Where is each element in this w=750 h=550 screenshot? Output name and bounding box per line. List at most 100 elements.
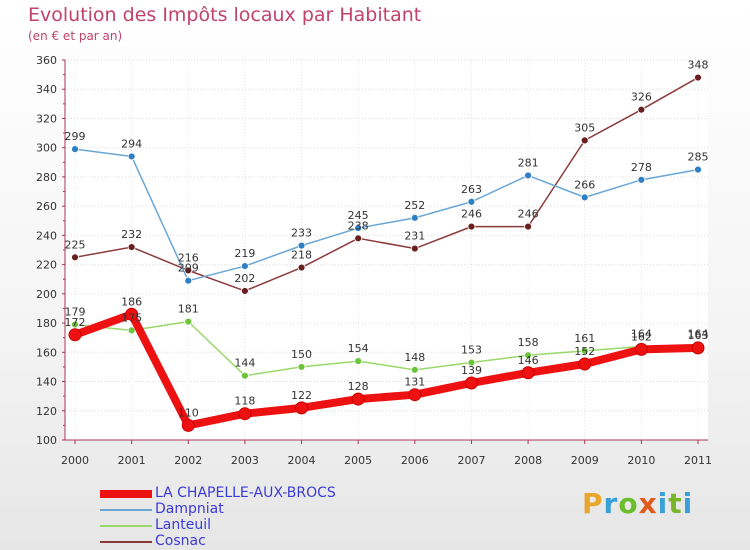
legend-label: Dampniat — [155, 501, 224, 517]
data-point — [181, 418, 195, 432]
data-point — [578, 357, 592, 371]
data-label: 246 — [518, 208, 539, 221]
data-point — [125, 307, 139, 321]
data-label: 148 — [404, 351, 425, 364]
data-point — [354, 357, 363, 365]
brand-letter: o — [618, 487, 639, 520]
data-point — [524, 222, 532, 231]
data-label: 146 — [518, 354, 539, 367]
y-tick-label: 320 — [36, 112, 57, 125]
data-label: 348 — [688, 59, 709, 72]
data-label: 246 — [461, 208, 482, 221]
data-label: 326 — [631, 91, 652, 104]
chart-subtitle: (en € et par an) — [28, 29, 123, 43]
data-label: 238 — [348, 219, 369, 232]
data-label: 202 — [234, 272, 255, 285]
brand-logo: Proxiti — [582, 487, 693, 520]
data-label: 162 — [631, 330, 652, 343]
data-point — [184, 276, 193, 285]
data-point — [127, 152, 136, 161]
data-label: 299 — [65, 130, 86, 143]
data-point — [295, 401, 309, 415]
data-point — [410, 365, 419, 374]
data-label: 281 — [518, 156, 539, 169]
data-label: 172 — [65, 316, 86, 329]
x-tick-label: 2011 — [684, 454, 712, 467]
data-point — [580, 136, 589, 145]
data-label: 144 — [234, 357, 255, 370]
y-tick-label: 340 — [36, 83, 57, 96]
data-point — [637, 175, 646, 184]
legend-label: Lanteuil — [155, 517, 212, 533]
data-point — [184, 317, 193, 326]
data-point — [410, 244, 419, 253]
data-label: 158 — [518, 336, 539, 349]
data-point — [71, 320, 79, 329]
data-point — [521, 366, 535, 380]
brand-letter: x — [638, 487, 658, 520]
data-label: 153 — [461, 344, 482, 357]
data-label: 164 — [631, 327, 652, 340]
data-point — [354, 224, 363, 232]
y-tick-label: 200 — [36, 288, 57, 301]
data-label: 152 — [574, 345, 595, 358]
data-point — [524, 351, 532, 360]
data-label: 181 — [178, 303, 199, 316]
data-point — [524, 171, 532, 180]
data-point — [580, 346, 589, 355]
data-point — [241, 287, 249, 295]
plot-area — [65, 60, 708, 440]
data-label: 233 — [291, 227, 312, 240]
data-label: 131 — [404, 376, 425, 389]
data-point — [467, 358, 476, 367]
data-point — [694, 73, 702, 82]
data-label: 122 — [291, 389, 312, 402]
data-label: 266 — [574, 178, 595, 191]
data-point — [634, 342, 648, 356]
legend-swatch — [100, 541, 152, 543]
x-tick-label: 2008 — [514, 454, 542, 467]
data-point — [694, 165, 702, 174]
y-tick-label: 180 — [36, 317, 57, 330]
brand-letter: r — [603, 487, 619, 520]
data-label: 139 — [461, 364, 482, 377]
x-tick-label: 2003 — [231, 454, 259, 467]
x-tick-label: 2009 — [571, 454, 599, 467]
y-tick-label: 360 — [36, 54, 57, 67]
data-label: 175 — [121, 311, 142, 324]
y-tick-label: 220 — [36, 259, 57, 272]
data-point — [127, 243, 136, 251]
data-label: 163 — [688, 329, 709, 342]
data-point — [464, 376, 478, 390]
y-tick-label: 120 — [36, 405, 57, 418]
data-point — [467, 222, 476, 231]
series-line — [74, 320, 699, 377]
data-point — [184, 266, 193, 275]
x-tick-label: 2002 — [174, 454, 202, 467]
x-tick-label: 2001 — [118, 454, 146, 467]
data-label: 225 — [65, 238, 86, 251]
y-tick-label: 140 — [36, 376, 57, 389]
data-label: 128 — [348, 380, 369, 393]
data-point — [691, 341, 705, 355]
data-point — [580, 193, 589, 202]
line-chart: 100 120 140 160 180 200 220 240 260 280 300 320 340 3… — [36, 54, 712, 467]
legend-swatch — [100, 525, 152, 527]
data-label: 209 — [178, 262, 199, 275]
series-line — [71, 310, 702, 430]
data-point — [127, 326, 136, 335]
brand-letter: i — [682, 487, 694, 520]
data-point — [71, 145, 79, 154]
data-label: 186 — [121, 295, 142, 308]
y-tick-label: 300 — [36, 142, 57, 155]
y-tick-label: 160 — [36, 346, 57, 359]
data-label: 245 — [348, 209, 369, 222]
legend-label: LA CHAPELLE-AUX-BROCS — [155, 485, 336, 501]
data-label: 252 — [404, 199, 425, 212]
data-point — [637, 105, 646, 114]
y-tick-label: 260 — [36, 200, 57, 213]
data-label: 179 — [65, 306, 86, 319]
legend-label: Cosnac — [155, 533, 206, 549]
data-label: 263 — [461, 183, 482, 196]
data-label: 285 — [688, 151, 709, 164]
